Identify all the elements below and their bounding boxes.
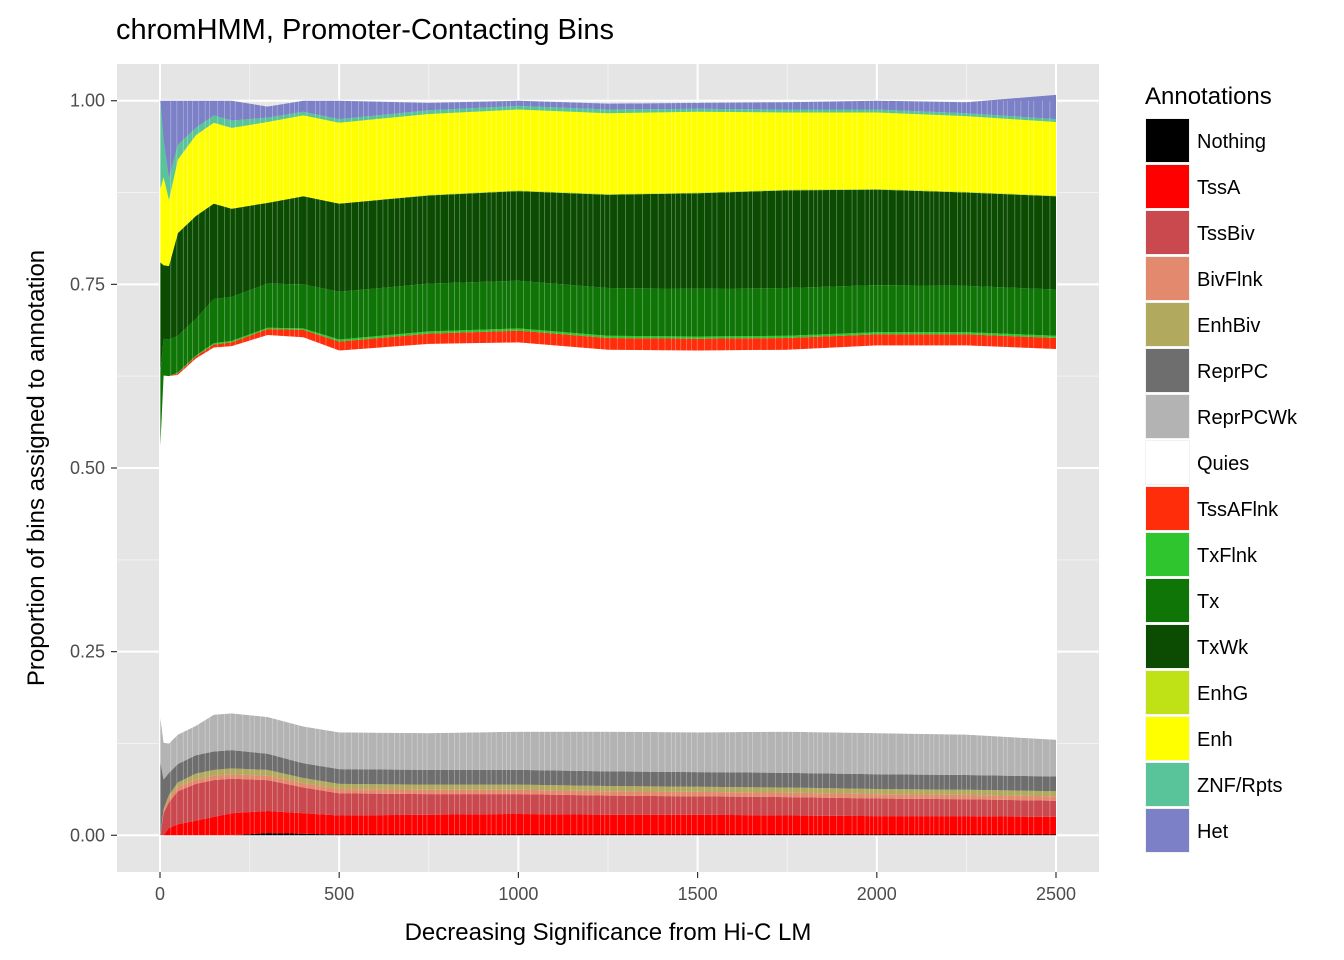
- legend-title: Annotations: [1145, 83, 1272, 110]
- x-tick-label: 2000: [857, 884, 897, 904]
- area-nothing: [160, 833, 1056, 836]
- area-tx: [160, 280, 1056, 446]
- legend-label-enhbiv: EnhBiv: [1197, 315, 1260, 337]
- legend-label-quies: Quies: [1197, 453, 1249, 475]
- area-tssbiv: [160, 778, 1056, 836]
- legend-label-tssa: TssA: [1197, 177, 1241, 199]
- legend-swatch-reprpcwk: [1146, 395, 1189, 438]
- area-enhbiv: [160, 768, 1056, 836]
- x-axis: 0 500 1000 1500 2000 2500: [155, 872, 1076, 904]
- area-txwk: [160, 189, 1056, 373]
- legend-label-enh: Enh: [1197, 729, 1233, 751]
- y-tick-label: 0.25: [70, 642, 105, 662]
- area-reprpcwk: [160, 713, 1056, 780]
- area-bivflnk: [160, 774, 1056, 836]
- legend-swatch-het: [1146, 809, 1189, 852]
- area-tssa: [160, 811, 1056, 836]
- x-axis-title: Decreasing Significance from Hi-C LM: [405, 919, 812, 946]
- legend-swatch-enhg: [1146, 671, 1189, 714]
- legend-swatch-znf-rpts: [1146, 763, 1189, 806]
- x-tick-label: 500: [324, 884, 354, 904]
- x-tick-label: 0: [155, 884, 165, 904]
- y-axis-title: Proportion of bins assigned to annotatio…: [23, 250, 50, 686]
- legend-swatch-enh: [1146, 717, 1189, 760]
- legend-swatch-txflnk: [1146, 533, 1189, 576]
- legend-label-reprpcwk: ReprPCWk: [1197, 407, 1298, 429]
- legend-label-enhg: EnhG: [1197, 683, 1248, 705]
- area-het: [160, 94, 1056, 178]
- legend-swatch-tssaflnk: [1146, 487, 1189, 530]
- legend-label-tssbiv: TssBiv: [1197, 223, 1255, 245]
- y-tick-label: 0.75: [70, 274, 105, 294]
- legend-swatch-tx: [1146, 579, 1189, 622]
- area-enh: [160, 109, 1056, 267]
- x-tick-label: 1500: [678, 884, 718, 904]
- legend-swatch-enhbiv: [1146, 303, 1189, 346]
- legend-label-znf-rpts: ZNF/Rpts: [1197, 775, 1283, 797]
- legend-items: Nothing TssA TssBiv BivFlnk EnhBiv ReprPC Repr…: [1145, 118, 1298, 853]
- legend-label-bivflnk: BivFlnk: [1197, 269, 1264, 291]
- legend-label-nothing: Nothing: [1197, 131, 1266, 153]
- y-tick-label: 1.00: [70, 91, 105, 111]
- legend-label-txwk: TxWk: [1197, 637, 1249, 659]
- bin-separator-lines: [170, 100, 1051, 836]
- x-tick-label: 2500: [1036, 884, 1076, 904]
- chart-title: chromHMM, Promoter-Contacting Bins: [116, 14, 614, 46]
- legend-label-reprpc: ReprPC: [1197, 361, 1268, 383]
- y-tick-label: 0.00: [70, 825, 105, 845]
- legend-swatch-reprpc: [1146, 349, 1189, 392]
- legend-swatch-txwk: [1146, 625, 1189, 668]
- legend-swatch-quies: [1146, 441, 1189, 484]
- legend-swatch-tssa: [1146, 165, 1189, 208]
- legend-label-tx: Tx: [1197, 591, 1219, 613]
- y-tick-label: 0.50: [70, 458, 105, 478]
- stacked-area-layers: [160, 94, 1056, 836]
- y-axis: 0.00 0.25 0.50 0.75 1.00: [70, 91, 117, 845]
- area-reprpc: [160, 750, 1056, 836]
- legend-label-tssaflnk: TssAFlnk: [1197, 499, 1279, 521]
- legend-label-het: Het: [1197, 821, 1229, 843]
- area-tssaflnk: [160, 329, 1056, 446]
- legend-swatch-bivflnk: [1146, 257, 1189, 300]
- x-tick-label: 1000: [498, 884, 538, 904]
- legend-label-txflnk: TxFlnk: [1197, 545, 1258, 567]
- legend-swatch-nothing: [1146, 119, 1189, 162]
- area-quies: [160, 335, 1056, 744]
- legend: Annotations Nothing TssA TssBiv BivFlnk EnhB…: [1145, 83, 1298, 853]
- legend-swatch-tssbiv: [1146, 211, 1189, 254]
